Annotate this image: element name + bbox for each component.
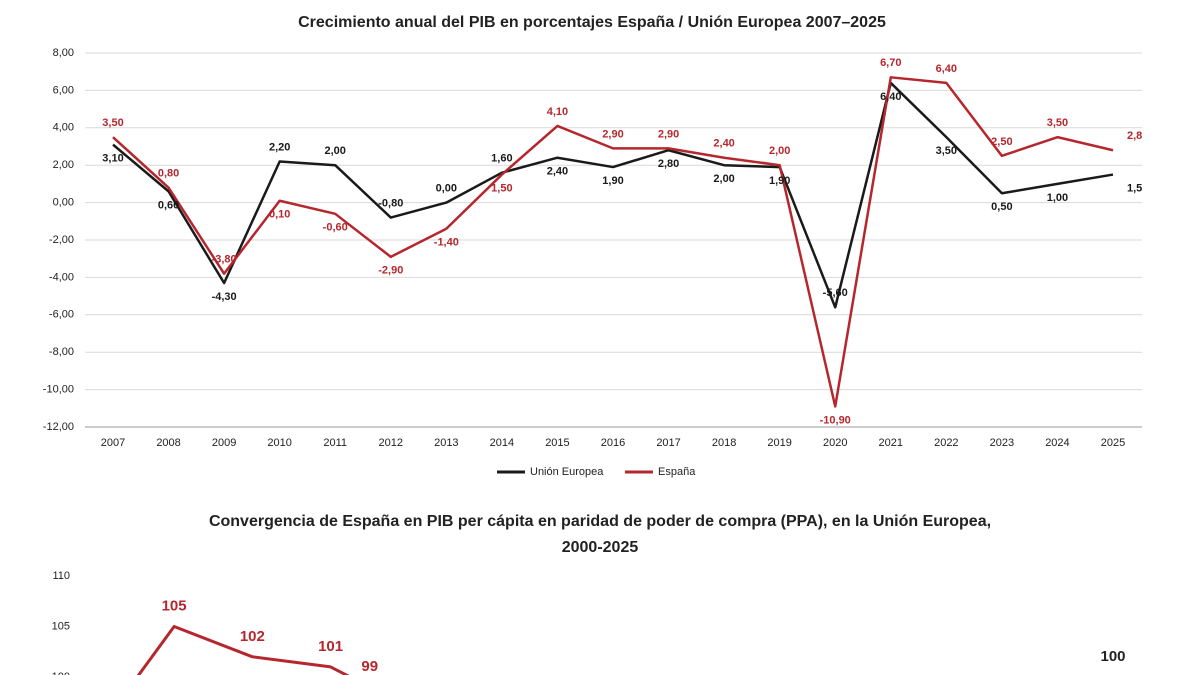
data-label: 6,70 [880, 57, 901, 69]
y-tick-label: 2,00 [53, 159, 74, 171]
data-label: 0,60 [158, 199, 179, 211]
data-label: 2,50 [991, 136, 1012, 148]
data-label: 0,00 [436, 183, 457, 195]
data-label: 3,50 [102, 117, 123, 129]
data-label: 1,60 [491, 153, 512, 165]
y-tick-label: 0,00 [53, 197, 74, 209]
data-label: 0,50 [991, 201, 1012, 213]
x-tick-label: 2021 [879, 437, 903, 449]
data-label: -3,80 [212, 254, 237, 266]
data-label: 1,5 [1127, 182, 1142, 194]
x-tick-label: 2014 [490, 437, 514, 449]
x-tick-label: 2024 [1045, 437, 1069, 449]
y-tick-label: -6,00 [49, 309, 74, 321]
x-tick-label: 2013 [434, 437, 458, 449]
x-tick-label: 2016 [601, 437, 625, 449]
x-tick-label: 2019 [767, 437, 791, 449]
y-tick-label: 6,00 [53, 84, 74, 96]
data-label: 0,80 [158, 168, 179, 180]
y-tick-label: -4,00 [49, 271, 74, 283]
data-label: -1,40 [434, 237, 459, 249]
data-label: -4,30 [212, 291, 237, 303]
x-tick-label: 2012 [379, 437, 403, 449]
data-label: 2,00 [769, 145, 790, 157]
data-label: 3,10 [102, 153, 123, 165]
data-label: 100 [1100, 648, 1125, 665]
data-label: 2,8 [1127, 130, 1142, 142]
x-tick-label: 2017 [656, 437, 680, 449]
y-tick-label: 110 [52, 570, 70, 582]
y-tick-label: 105 [52, 620, 70, 632]
data-label: -10,90 [820, 414, 851, 426]
x-tick-label: 2022 [934, 437, 958, 449]
legend-label: España [658, 466, 696, 478]
data-label: 102 [240, 628, 265, 645]
data-label: 2,40 [547, 166, 568, 178]
y-tick-label: -10,00 [43, 384, 74, 396]
y-tick-label: 4,00 [53, 122, 74, 134]
line-series [112, 81, 1114, 309]
x-tick-label: 2015 [545, 437, 569, 449]
x-tick-label: 2023 [990, 437, 1014, 449]
x-tick-label: 2020 [823, 437, 847, 449]
data-label: 1,50 [491, 182, 512, 194]
data-label: -0,80 [378, 197, 403, 209]
data-label: -5,60 [823, 287, 848, 299]
data-label: 1,90 [602, 175, 623, 187]
y-tick-label: -8,00 [49, 346, 74, 358]
data-label: 1,00 [1047, 192, 1068, 204]
x-tick-label: 2010 [267, 437, 291, 449]
data-label: 2,20 [269, 141, 290, 153]
data-label: 3,50 [936, 145, 957, 157]
y-tick-label: -12,00 [43, 421, 74, 433]
data-label: -0,60 [323, 222, 348, 234]
data-label: 6,40 [936, 63, 957, 75]
chart-title: Crecimiento anual del PIB en porcentajes… [298, 14, 886, 31]
x-tick-label: 2025 [1101, 437, 1125, 449]
data-label: 2,80 [658, 158, 679, 170]
data-label: 2,00 [325, 145, 346, 157]
x-tick-label: 2007 [101, 437, 125, 449]
line-series [135, 627, 1113, 675]
data-label: 0,10 [269, 209, 290, 221]
data-label: 2,90 [602, 128, 623, 140]
y-tick-label: -2,00 [49, 234, 74, 246]
data-label: 105 [162, 597, 187, 614]
x-tick-label: 2011 [323, 437, 347, 449]
chart-title: Convergencia de España en PIB per cápita… [209, 513, 991, 530]
data-label: 2,00 [713, 173, 734, 185]
data-label: 6,40 [880, 91, 901, 103]
data-label: 2,40 [713, 138, 734, 150]
y-tick-label: 100 [52, 671, 70, 675]
chart-title: 2000-2025 [562, 539, 639, 556]
legend-label: Unión Europea [530, 466, 604, 478]
data-label: 3,50 [1047, 117, 1068, 129]
x-tick-label: 2018 [712, 437, 736, 449]
x-tick-label: 2009 [212, 437, 236, 449]
data-label: 2,90 [658, 128, 679, 140]
line-series [112, 76, 1114, 408]
data-label: -2,90 [378, 265, 403, 277]
x-tick-label: 2008 [156, 437, 180, 449]
data-label: 4,10 [547, 106, 568, 118]
y-tick-label: 8,00 [53, 47, 74, 59]
data-label: 1,90 [769, 175, 790, 187]
data-label: 99 [361, 658, 378, 675]
data-label: 101 [318, 638, 343, 655]
